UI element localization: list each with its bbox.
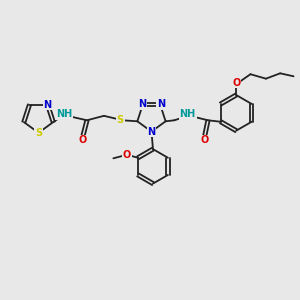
Text: NH: NH — [56, 109, 72, 119]
Text: N: N — [147, 127, 155, 136]
Text: O: O — [232, 77, 240, 88]
Text: S: S — [117, 115, 124, 125]
Text: NH: NH — [180, 109, 196, 119]
Text: H: H — [62, 111, 70, 121]
Text: N: N — [138, 99, 146, 109]
Text: O: O — [78, 136, 87, 146]
Text: S: S — [35, 128, 42, 138]
Text: N: N — [44, 100, 52, 110]
Text: N: N — [157, 99, 165, 109]
Text: O: O — [200, 136, 208, 146]
Text: O: O — [123, 150, 131, 160]
